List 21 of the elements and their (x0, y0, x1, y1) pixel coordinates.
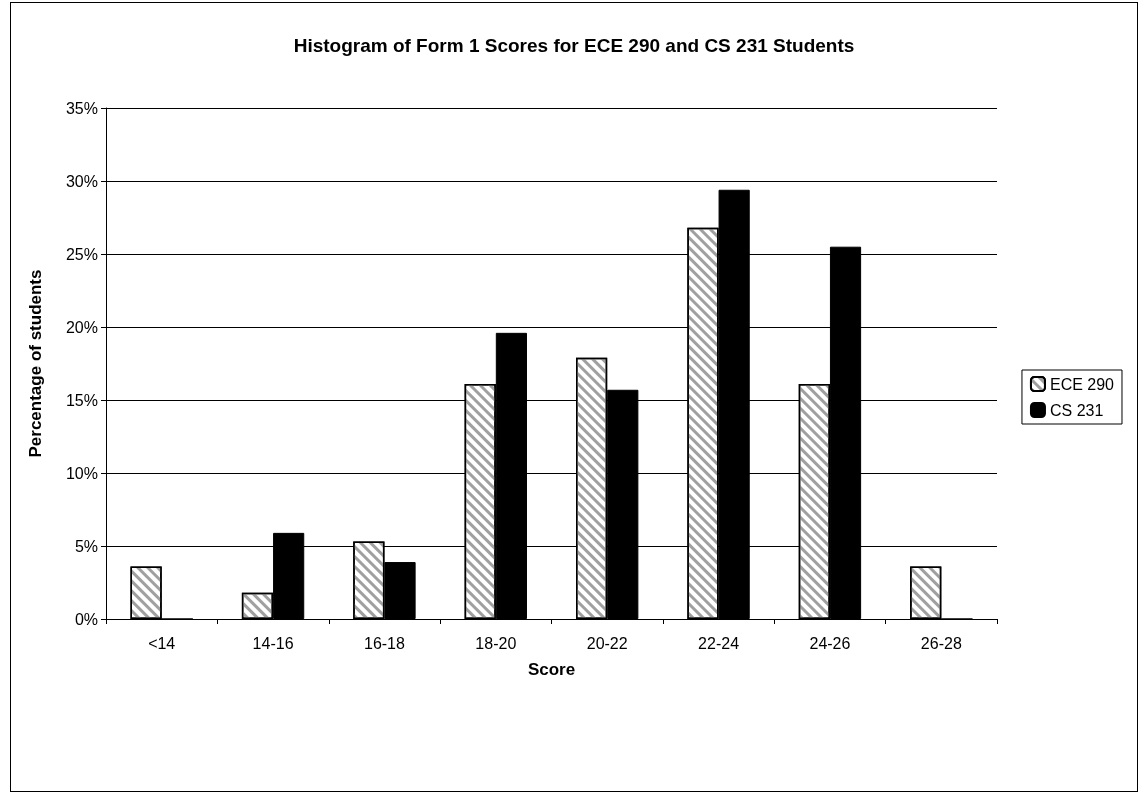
y-tick-label: 10% (65, 464, 98, 482)
x-tick-label: 26-28 (920, 634, 962, 652)
y-tick-label: 15% (65, 391, 98, 409)
legend-label: CS 231 (1049, 401, 1104, 419)
x-tick-label: 22-24 (698, 634, 740, 652)
legend-label: ECE 290 (1049, 375, 1115, 393)
x-tick-label: <14 (148, 634, 176, 652)
y-tick-label: 20% (65, 318, 98, 336)
y-tick-label: 30% (65, 172, 98, 190)
x-tick-label: 20-22 (586, 634, 628, 652)
chart-title: Histogram of Form 1 Scores for ECE 290 and CS 231 Students (293, 35, 855, 56)
y-tick-label: 25% (65, 245, 98, 263)
y-axis-title: Percentage of students (26, 269, 45, 458)
y-tick-label: 0% (74, 610, 98, 628)
x-tick-label: 14-16 (252, 634, 294, 652)
x-axis-title: Score (527, 660, 576, 679)
y-tick-label: 5% (74, 537, 98, 555)
x-tick-label: 18-20 (475, 634, 517, 652)
y-tick-label: 35% (65, 99, 98, 117)
x-tick-label: 24-26 (809, 634, 851, 652)
x-tick-label: 16-18 (363, 634, 405, 652)
